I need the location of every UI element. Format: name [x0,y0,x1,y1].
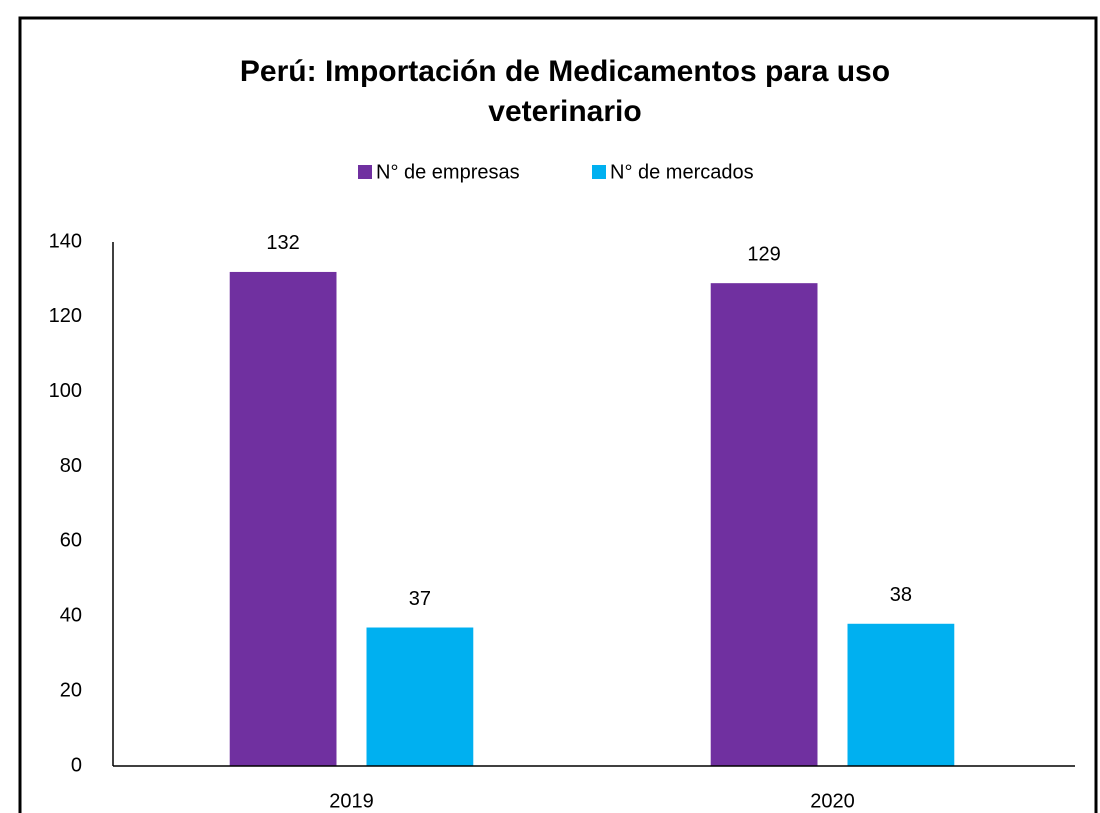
bar [710,283,818,766]
data-label: 129 [747,243,780,265]
y-tick-label: 20 [60,679,82,701]
x-tick-label: 2020 [810,790,855,812]
legend-label: N° de mercados [610,161,754,183]
data-label: 132 [266,232,299,254]
y-tick-label: 100 [49,380,82,402]
y-tick-label: 0 [71,754,82,776]
legend-swatch [592,165,606,179]
y-tick-label: 80 [60,455,82,477]
chart-title: veterinario [488,95,641,128]
bar [366,627,474,766]
y-tick-label: 120 [49,305,82,327]
data-label: 37 [409,588,431,610]
chart-title: Perú: Importación de Medicamentos para u… [240,55,890,88]
bar [847,623,955,766]
chart-frame [18,16,1098,813]
data-label: 38 [890,584,912,606]
y-tick-label: 60 [60,530,82,552]
y-tick-label: 140 [49,230,82,252]
x-tick-label: 2019 [329,790,374,812]
legend-swatch [358,165,372,179]
y-tick-label: 40 [60,605,82,627]
bar [229,271,337,766]
legend-label: N° de empresas [376,161,520,183]
